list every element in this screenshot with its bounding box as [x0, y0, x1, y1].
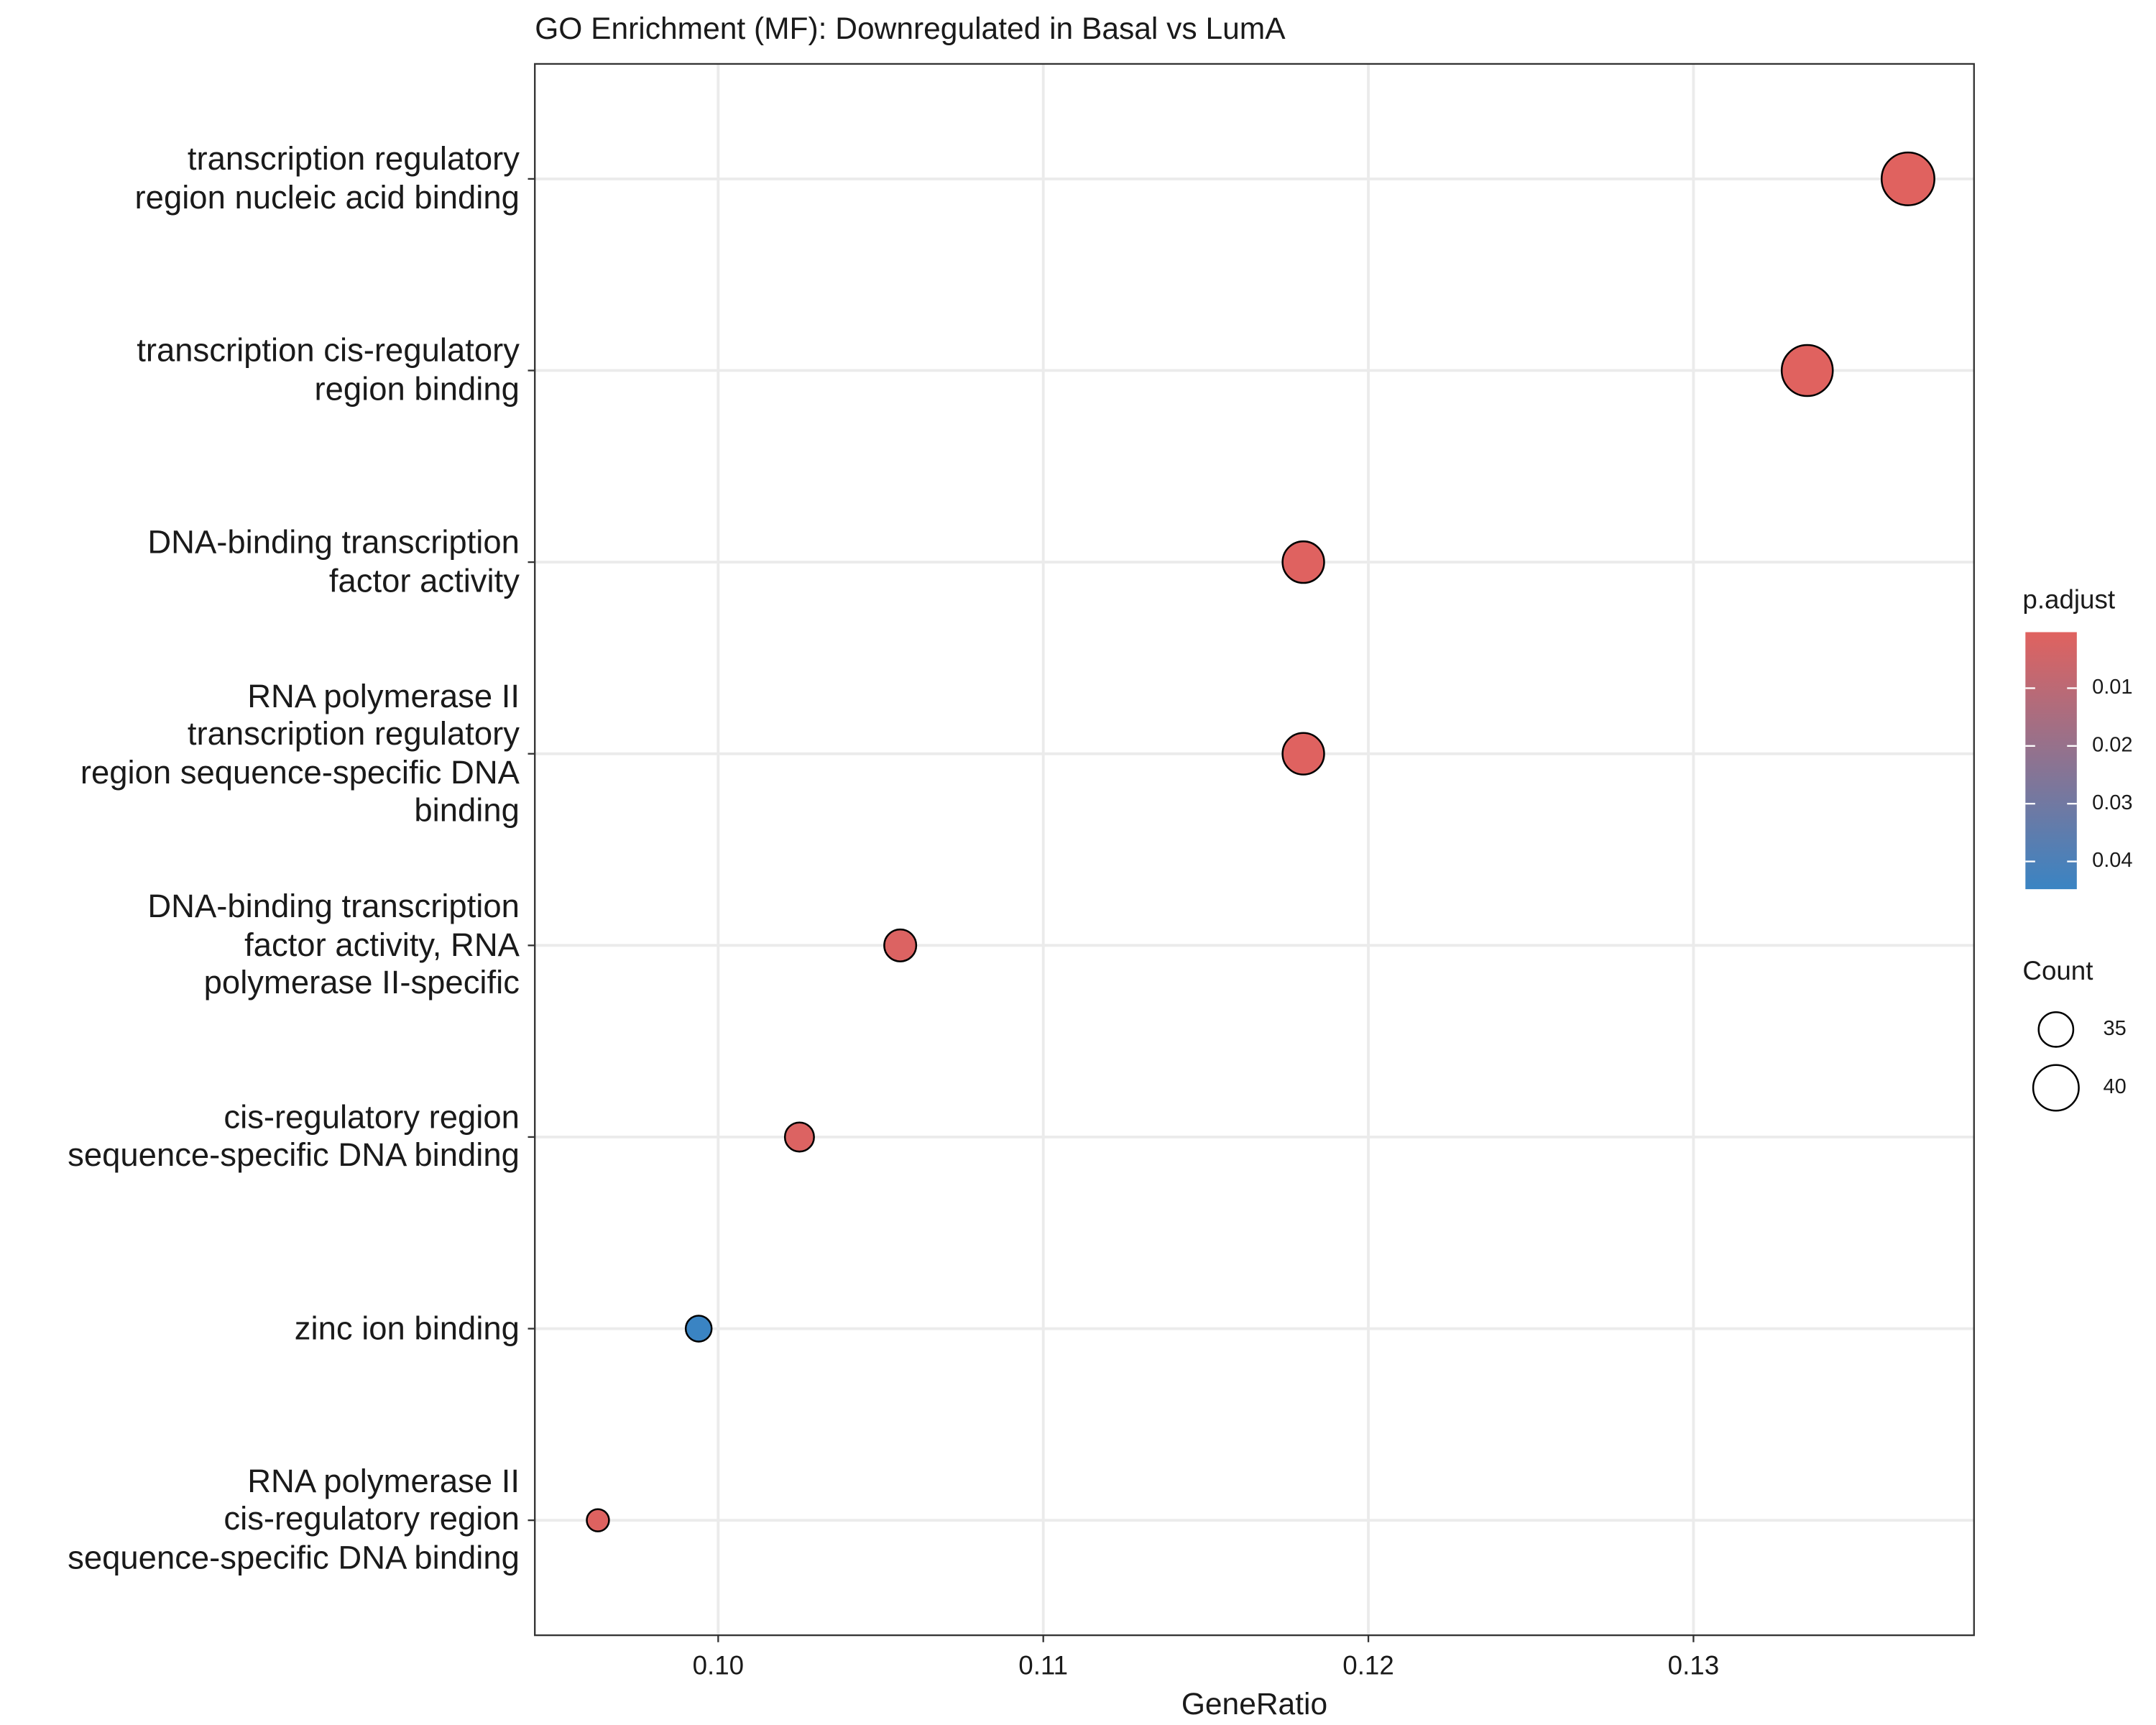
size-legend-title: Count [2022, 956, 2093, 985]
y-tick-label: DNA-binding transcription factor activit… [147, 523, 520, 599]
x-tick-label: 0.10 [693, 1650, 744, 1680]
color-legend-title: p.adjust [2022, 585, 2115, 615]
dot [586, 1508, 610, 1532]
y-tick-label-box: DNA-binding transcription factor activit… [147, 888, 520, 1001]
y-tick-label-box: transcription cis-regulatory region bind… [137, 332, 520, 407]
x-tick-label: 0.11 [1018, 1650, 1068, 1680]
dot [1880, 151, 1935, 206]
dot [684, 1315, 713, 1343]
color-legend-label: 0.04 [2092, 849, 2132, 872]
y-tick-label: transcription regulatory region nucleic … [134, 140, 520, 216]
size-legend-label: 35 [2104, 1017, 2127, 1040]
color-legend-label: 0.01 [2092, 676, 2132, 699]
color-legend-label: 0.02 [2092, 733, 2132, 756]
dot [1281, 540, 1325, 584]
y-tick-label-box: DNA-binding transcription factor activit… [147, 523, 520, 599]
y-tick-label: transcription cis-regulatory region bind… [137, 332, 520, 407]
color-bar [2025, 632, 2077, 890]
size-legend-key [2037, 1011, 2075, 1048]
dot [783, 1121, 815, 1153]
y-tick-label-box: RNA polymerase II transcription regulato… [80, 677, 520, 829]
size-legend-label: 40 [2104, 1075, 2127, 1098]
y-tick-label: RNA polymerase II transcription regulato… [80, 677, 520, 829]
dot [1780, 344, 1834, 397]
y-tick-label: zinc ion binding [294, 1309, 520, 1346]
y-tick-label-box: RNA polymerase II cis-regulatory region … [68, 1463, 520, 1576]
x-tick-label: 0.13 [1668, 1650, 1719, 1680]
color-legend-label: 0.03 [2092, 791, 2132, 814]
y-tick-label-box: cis-regulatory region sequence-specific … [68, 1098, 520, 1174]
y-tick-label: cis-regulatory region sequence-specific … [68, 1098, 520, 1174]
dot [883, 928, 918, 962]
y-tick-label-box: transcription regulatory region nucleic … [134, 140, 520, 216]
y-tick-label-box: zinc ion binding [294, 1309, 520, 1346]
x-axis-title: GeneRatio [1181, 1688, 1327, 1721]
y-tick-label: RNA polymerase II cis-regulatory region … [68, 1463, 520, 1576]
x-tick-label: 0.12 [1342, 1650, 1393, 1680]
plot-panel [534, 63, 1975, 1637]
y-tick-label: DNA-binding transcription factor activit… [147, 888, 520, 1001]
size-legend-key [2032, 1064, 2080, 1112]
dot [1281, 732, 1325, 776]
chart-title: GO Enrichment (MF): Downregulated in Bas… [535, 12, 1286, 46]
